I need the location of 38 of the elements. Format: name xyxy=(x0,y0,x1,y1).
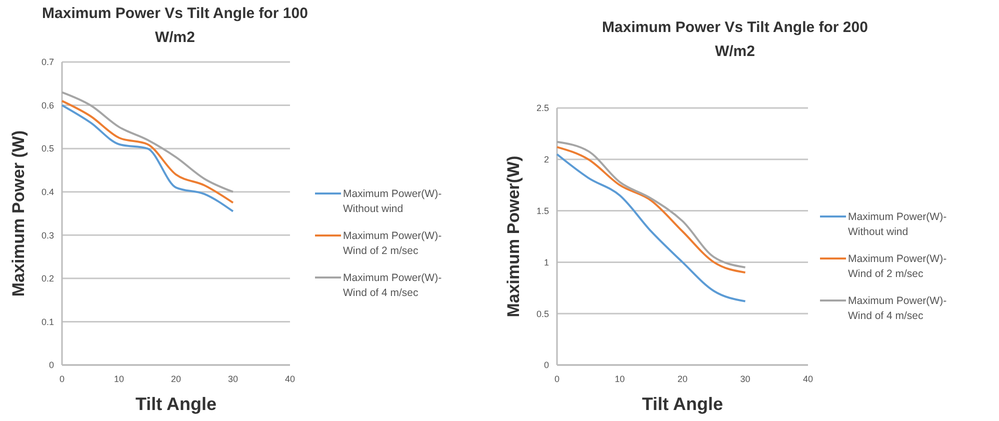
x-tick-label: 30 xyxy=(228,374,238,384)
x-tick-label: 20 xyxy=(677,374,688,384)
legend-label: Maximum Power(W)-Wind of 2 m/sec xyxy=(848,253,948,280)
x-tick-label: 40 xyxy=(284,374,296,384)
line-series xyxy=(556,153,746,302)
y-tick-label: 0.5 xyxy=(536,308,549,319)
legend-label: Maximum Power(W)-Wind of 2 m/sec xyxy=(343,230,442,258)
y-tick-label: 1 xyxy=(544,257,549,268)
y-tick-label: 1.5 xyxy=(536,206,549,216)
x-tick-label: 0 xyxy=(554,374,560,384)
x-tick-label: 40 xyxy=(802,374,814,384)
legend-label: Maximum Power(W)-Wind of 4 m/sec xyxy=(343,272,442,300)
x-tick-label: 10 xyxy=(114,374,124,384)
legend-label: Maximum Power(W)-Wind of 4 m/sec xyxy=(848,295,948,322)
y-tick-label: 0.6 xyxy=(41,100,54,110)
y-tick-label: 0.3 xyxy=(41,230,54,240)
chart-title: Maximum Power Vs Tilt Angle for 100 W/m2 xyxy=(42,5,308,46)
legend-label: Maximum Power(W)-Without wind xyxy=(848,211,948,238)
y-tick-label: 0.7 xyxy=(41,57,54,68)
y-tick-label: 0.2 xyxy=(41,274,54,284)
y-tick-label: 0 xyxy=(544,360,549,370)
y-tick-label: 2.5 xyxy=(536,103,549,114)
y-tick-label: 0.4 xyxy=(41,187,54,198)
chart-title: Maximum Power Vs Tilt Angle for 200 W/m2 xyxy=(602,19,868,60)
x-axis-title: Tilt Angle xyxy=(642,394,723,414)
y-axis-title: Maximum Power (W) xyxy=(9,130,28,297)
x-axis-title: Tilt Angle xyxy=(136,394,216,414)
y-tick-label: 0 xyxy=(48,360,54,370)
x-tick-label: 20 xyxy=(170,374,182,384)
x-tick-label: 10 xyxy=(614,374,625,384)
y-tick-label: 2 xyxy=(544,154,549,165)
y-tick-label: 0.1 xyxy=(41,316,54,327)
legend-label: Maximum Power(W)-Without wind xyxy=(343,188,442,216)
x-tick-label: 30 xyxy=(740,374,750,384)
y-axis-title: Maximum Power(W) xyxy=(504,156,523,318)
x-tick-label: 0 xyxy=(59,374,65,384)
line-series xyxy=(61,91,234,193)
y-tick-label: 0.5 xyxy=(41,144,54,154)
